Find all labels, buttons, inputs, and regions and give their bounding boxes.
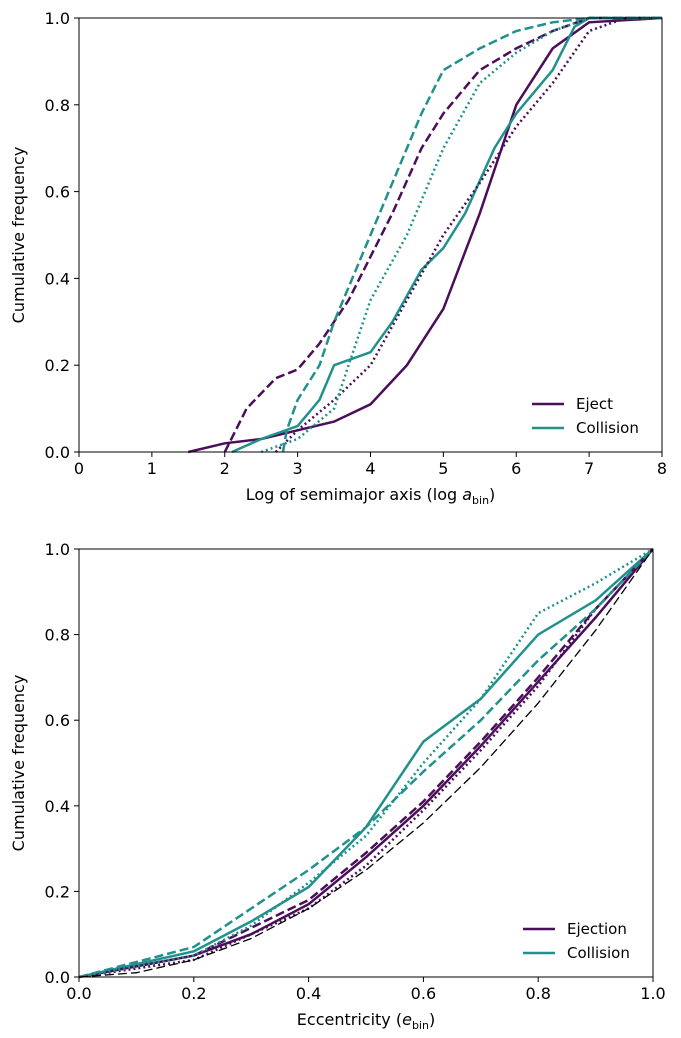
series-line bbox=[281, 16, 662, 453]
y-tick-label: 0.6 bbox=[45, 711, 70, 730]
x-tick-label: 0 bbox=[74, 459, 84, 478]
x-axis-label-part: bin bbox=[412, 1019, 429, 1032]
series-line bbox=[79, 548, 653, 979]
panel: 0.0 0.2 0.4 0.6 0.8 1.0 0.0 0.2 0.4 0.6 0.8 1.0 Ecce… bbox=[9, 540, 666, 1032]
x-tick-label: 2 bbox=[220, 459, 230, 478]
x-axis-label: Log of semimajor axis (log abin) bbox=[246, 485, 496, 507]
series-line bbox=[79, 548, 653, 978]
x-axis-label-part: ) bbox=[429, 1010, 435, 1029]
series-line bbox=[274, 16, 662, 453]
series-line bbox=[188, 16, 662, 454]
series-line bbox=[260, 16, 662, 454]
series-line bbox=[231, 16, 662, 454]
series-line bbox=[79, 547, 653, 979]
y-axis-label: Cumulative frequency bbox=[9, 675, 28, 852]
y-tick-label: 0.4 bbox=[45, 797, 70, 816]
series-line bbox=[223, 16, 662, 453]
y-tick-label: 0.0 bbox=[45, 443, 70, 462]
x-tick-label: 1 bbox=[147, 459, 157, 478]
x-tick-label: 0.0 bbox=[66, 984, 91, 1003]
x-axis-label-part: Eccentricity ( bbox=[297, 1010, 402, 1029]
series-line bbox=[79, 548, 653, 979]
series-line bbox=[79, 548, 653, 979]
x-tick-label: 0.8 bbox=[525, 984, 550, 1003]
y-tick-label: 1.0 bbox=[45, 9, 70, 28]
x-tick-label: 1.0 bbox=[640, 984, 665, 1003]
x-tick-label: 3 bbox=[293, 459, 303, 478]
y-tick-label: 0.2 bbox=[45, 882, 70, 901]
x-axis-label-part: bin bbox=[472, 494, 489, 507]
legend-label: Collision bbox=[567, 944, 630, 962]
x-tick-label: 6 bbox=[511, 459, 521, 478]
series-line bbox=[79, 548, 653, 979]
panel: 0 1 2 3 4 5 6 7 8 0.0 0.2 0.4 0.6 0.8 1.0 Log of semima… bbox=[9, 9, 667, 507]
y-tick-label: 0.0 bbox=[45, 968, 70, 987]
y-axis-label: Cumulative frequency bbox=[9, 147, 28, 324]
x-tick-label: 7 bbox=[584, 459, 594, 478]
series-line bbox=[79, 548, 653, 979]
x-axis-label-part: e bbox=[402, 1010, 412, 1029]
x-axis-label-part: a bbox=[462, 485, 472, 504]
y-tick-label: 0.2 bbox=[45, 356, 70, 375]
x-tick-label: 0.4 bbox=[296, 984, 321, 1003]
legend-label: Collision bbox=[576, 419, 639, 437]
y-tick-label: 0.8 bbox=[45, 96, 70, 115]
legend-label: Eject bbox=[576, 395, 613, 413]
x-axis-label-part: Log of semimajor axis (log bbox=[246, 485, 463, 504]
x-axis-label: Eccentricity (ebin) bbox=[297, 1010, 435, 1032]
x-tick-label: 4 bbox=[365, 459, 375, 478]
y-tick-label: 0.8 bbox=[45, 626, 70, 645]
x-tick-label: 0.2 bbox=[181, 984, 206, 1003]
x-tick-label: 0.6 bbox=[411, 984, 436, 1003]
x-tick-label: 5 bbox=[438, 459, 448, 478]
y-tick-label: 1.0 bbox=[45, 540, 70, 559]
x-axis-label-part: ) bbox=[489, 485, 495, 504]
y-tick-label: 0.6 bbox=[45, 183, 70, 202]
x-tick-label: 8 bbox=[657, 459, 667, 478]
y-tick-label: 0.4 bbox=[45, 269, 70, 288]
legend-label: Ejection bbox=[567, 920, 627, 938]
plot-frame bbox=[78, 548, 654, 978]
